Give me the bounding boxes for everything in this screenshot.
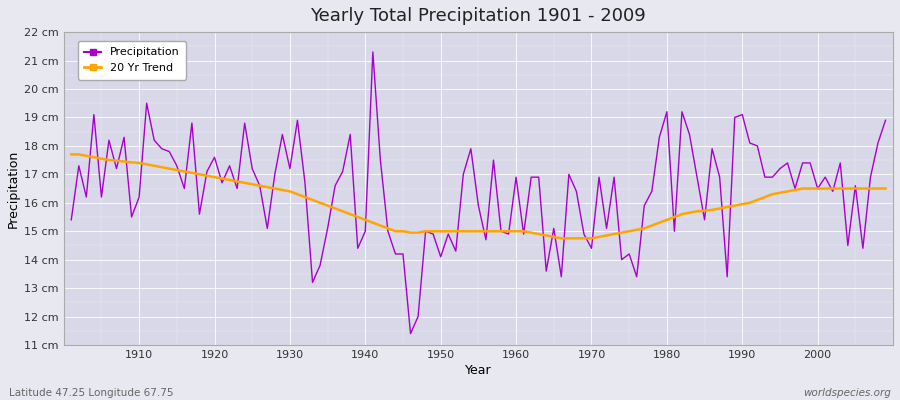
- Y-axis label: Precipitation: Precipitation: [7, 150, 20, 228]
- Legend: Precipitation, 20 Yr Trend: Precipitation, 20 Yr Trend: [77, 41, 186, 80]
- Text: Latitude 47.25 Longitude 67.75: Latitude 47.25 Longitude 67.75: [9, 388, 174, 398]
- Text: worldspecies.org: worldspecies.org: [803, 388, 891, 398]
- Title: Yearly Total Precipitation 1901 - 2009: Yearly Total Precipitation 1901 - 2009: [310, 7, 646, 25]
- X-axis label: Year: Year: [465, 364, 491, 377]
